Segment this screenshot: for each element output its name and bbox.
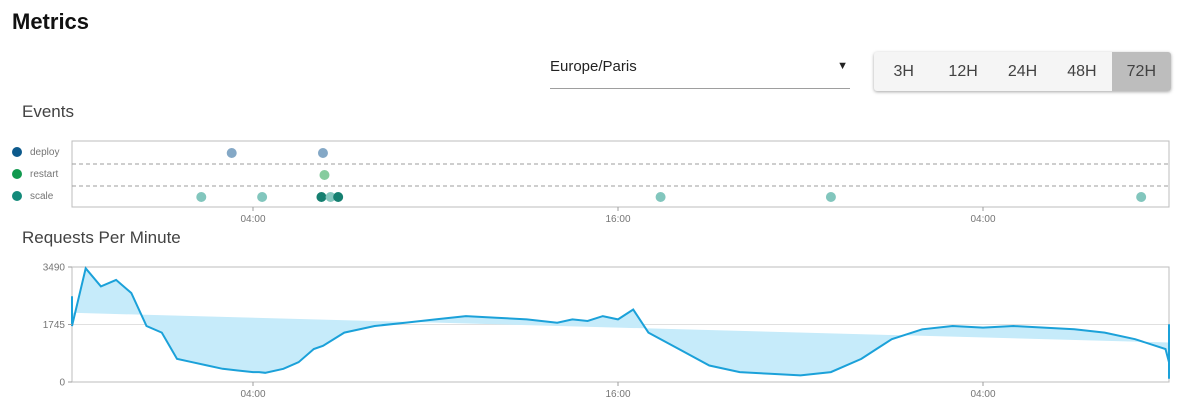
timezone-value: Europe/Paris — [550, 58, 637, 75]
timezone-select[interactable]: Europe/Paris ▼ — [550, 52, 850, 89]
rpm-x-tick-label: 04:00 — [970, 389, 995, 400]
rpm-section-title: Requests Per Minute — [22, 228, 181, 247]
range-72h-button[interactable]: 72H — [1111, 52, 1171, 91]
event-point-scale — [196, 192, 207, 202]
event-point-scale — [333, 192, 344, 202]
legend-deploy-label: deploy — [30, 146, 60, 158]
event-point-scale — [825, 192, 836, 202]
range-12h-button[interactable]: 12H — [948, 62, 978, 80]
legend-restart[interactable]: restart — [12, 167, 58, 181]
rpm-y-tick-label: 1745 — [43, 320, 66, 331]
rpm-x-tick-label: 04:00 — [240, 389, 265, 400]
time-range-toggle: 3H 12H 24H 48H 72H — [874, 52, 1171, 91]
rpm-y-tick-label: 0 — [59, 378, 65, 389]
deploy-dot-icon — [12, 147, 22, 157]
range-24h-button[interactable]: 24H — [1007, 62, 1038, 80]
event-point-scale — [316, 192, 327, 202]
event-point-scale — [325, 192, 336, 202]
legend-restart-label: restart — [30, 168, 59, 180]
rpm-line — [71, 266, 1170, 379]
range-48h-button[interactable]: 48H — [1067, 62, 1097, 80]
legend-deploy[interactable]: deploy — [12, 145, 59, 159]
event-point-scale — [1136, 192, 1147, 202]
caret-down-icon: ▼ — [837, 60, 848, 72]
scale-dot-icon — [12, 191, 22, 201]
event-point-scale — [655, 192, 666, 202]
rpm-x-tick-label: 16:00 — [605, 389, 630, 400]
range-3h-button[interactable]: 3H — [893, 62, 914, 80]
events-x-tick-label: 04:00 — [970, 214, 995, 225]
events-x-tick-label: 04:00 — [240, 214, 265, 225]
rpm-y-tick-label: 3490 — [43, 263, 66, 274]
legend-scale[interactable]: scale — [12, 189, 53, 203]
page-title: Metrics — [12, 9, 90, 34]
events-section-title: Events — [22, 102, 74, 121]
event-point-deploy — [317, 148, 328, 158]
rpm-area — [72, 268, 1169, 379]
restart-dot-icon — [12, 169, 22, 179]
events-x-tick-label: 16:00 — [605, 214, 630, 225]
legend-scale-label: scale — [30, 190, 54, 202]
event-point-restart — [319, 170, 330, 180]
events-plot-frame — [71, 140, 1170, 208]
event-point-scale — [257, 192, 268, 202]
event-point-deploy — [226, 148, 237, 158]
